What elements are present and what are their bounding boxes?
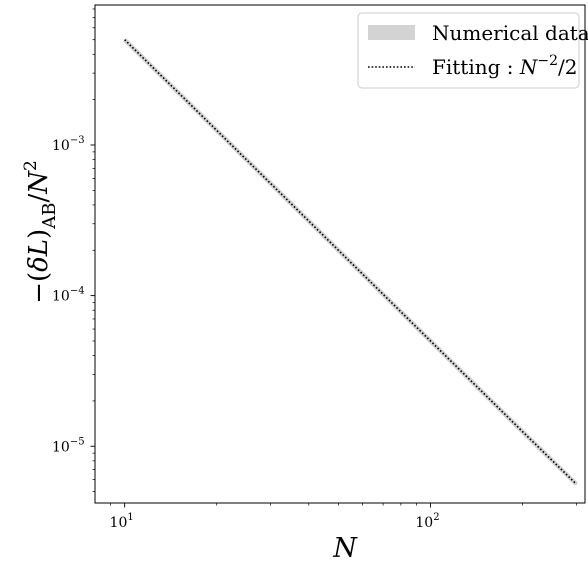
y-tick-label: 10−5 — [52, 436, 85, 455]
y-tick-label: 10−3 — [52, 135, 85, 154]
y-tick-label: 10−4 — [52, 286, 85, 305]
legend-swatch-numerical — [368, 25, 415, 40]
series-layer — [123, 38, 579, 486]
x-tick-label: 102 — [415, 512, 439, 531]
series-fitting-line — [124, 39, 577, 485]
plot-frame — [94, 4, 586, 504]
legend: Numerical data Fitting : N−2/2 — [357, 12, 588, 89]
y-axis-title: −(δL)AB/N2 — [21, 160, 60, 304]
ticks-layer: 101 102 10−5 10−4 10−3 — [52, 8, 577, 531]
x-axis-title: N — [332, 533, 358, 564]
legend-label-numerical: Numerical data — [432, 21, 588, 45]
x-tick-label: 101 — [110, 512, 134, 531]
legend-label-fitting: Fitting : N−2/2 — [432, 53, 578, 79]
